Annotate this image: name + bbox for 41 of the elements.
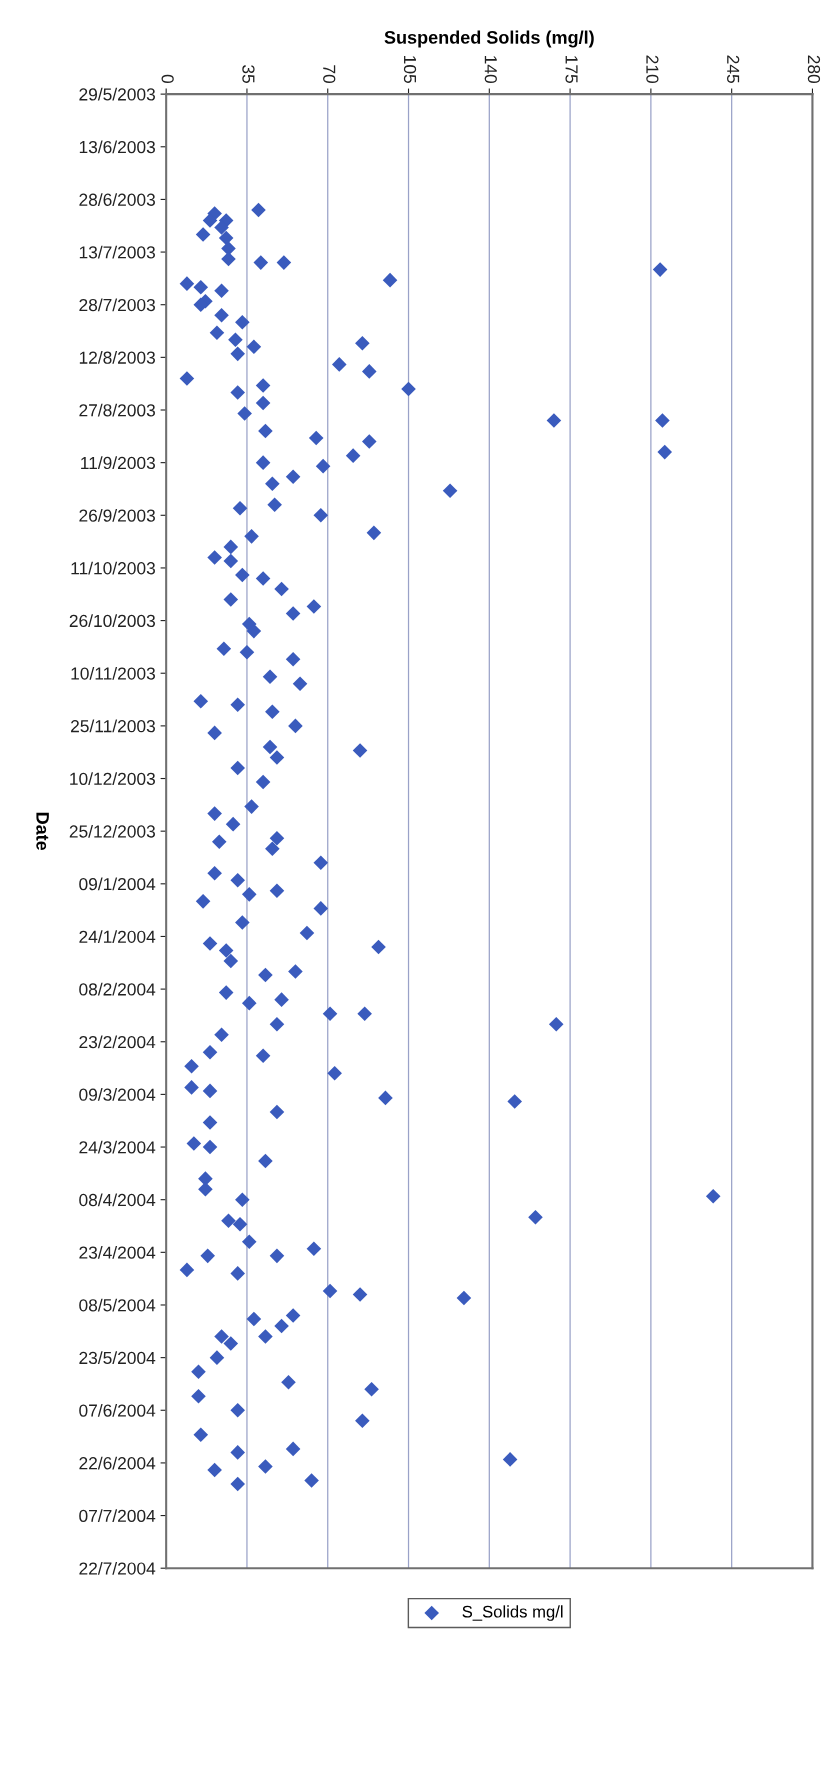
x-tick-label: 210 <box>646 55 659 84</box>
y-tick-label: 26/10/2003 <box>69 614 155 628</box>
y-tick-label: 22/7/2004 <box>79 1561 156 1575</box>
y-tick-label: 23/5/2004 <box>79 1351 156 1365</box>
y-tick-label: 10/12/2003 <box>70 772 155 785</box>
y-tick-label: 25/12/2003 <box>69 824 155 838</box>
x-tick-label: 105 <box>403 56 417 83</box>
x-tick-label: 35 <box>242 65 255 83</box>
x-tick-label: 245 <box>727 55 740 83</box>
y-tick-label: 28/6/2003 <box>79 193 155 206</box>
y-tick-label: 28/7/2003 <box>79 298 155 312</box>
x-tick-label: 280 <box>807 55 821 84</box>
y-tick-label: 08/4/2004 <box>79 1193 156 1207</box>
y-tick-label: 22/6/2004 <box>79 1456 156 1470</box>
x-tick-label: 70 <box>323 65 336 84</box>
y-tick-label: 07/6/2004 <box>79 1403 156 1417</box>
y-tick-label: 23/4/2004 <box>79 1246 156 1259</box>
legend-label: S_Solids mg/l <box>462 1605 563 1621</box>
y-tick-label: 13/7/2003 <box>79 245 155 259</box>
y-tick-label: 11/9/2003 <box>81 456 155 470</box>
y-tick-label: 09/3/2004 <box>79 1088 156 1101</box>
y-tick-label: 07/7/2004 <box>79 1509 156 1523</box>
y-tick-label: 26/9/2003 <box>79 509 155 522</box>
y-tick-label: 29/5/2003 <box>79 87 155 101</box>
y-tick-label: 11/10/2003 <box>71 561 155 575</box>
x-tick-label: 175 <box>565 56 578 83</box>
y-tick-label: 12/8/2003 <box>79 351 155 364</box>
y-axis-title: Date <box>36 812 49 851</box>
x-tick-label: 140 <box>484 56 497 84</box>
y-tick-label: 09/1/2004 <box>79 877 156 891</box>
x-tick-label: 0 <box>161 74 174 84</box>
y-tick-label: 08/2/2004 <box>79 982 156 996</box>
x-axis-title: Suspended Solids (mg/l) <box>384 30 594 48</box>
y-tick-label: 24/3/2004 <box>79 1140 156 1154</box>
y-tick-label: 27/8/2003 <box>79 403 155 417</box>
y-tick-label: 25/11/2003 <box>71 719 155 733</box>
y-tick-label: 23/2/2004 <box>79 1035 156 1049</box>
y-tick-label: 10/11/2003 <box>71 666 155 680</box>
y-tick-label: 13/6/2003 <box>79 140 155 154</box>
y-tick-label: 08/5/2004 <box>79 1298 156 1312</box>
y-tick-label: 24/1/2004 <box>79 930 156 943</box>
